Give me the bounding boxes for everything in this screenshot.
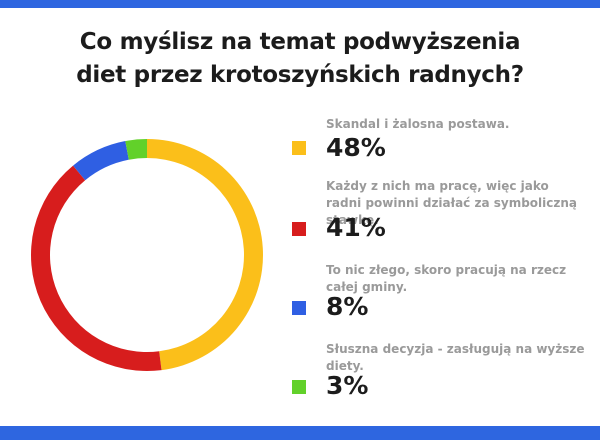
legend-swatch xyxy=(292,222,306,236)
donut-slice xyxy=(147,139,264,371)
chart-title: Co myślisz na temat podwyższenia diet pr… xyxy=(20,26,580,92)
legend-label: Słuszna decyzja - zasługują na wyższe di… xyxy=(326,342,585,373)
legend-value: 8% xyxy=(326,292,369,321)
chart-title-line-2: diet przez krotoszyńskich radnych? xyxy=(76,62,524,88)
chart-title-line-1: Co myślisz na temat podwyższenia xyxy=(79,29,521,55)
bottom-border xyxy=(0,426,600,440)
legend-label: Każdy z nich ma pracę, więc jako radni p… xyxy=(326,179,578,227)
legend-value: 41% xyxy=(326,213,386,242)
donut-slice xyxy=(73,141,129,181)
donut-slice xyxy=(30,165,162,371)
legend-label: Skandal i żalosna postawa. xyxy=(326,117,510,131)
legend-value: 48% xyxy=(326,133,386,162)
legend: Skandal i żalosna postawa. 48% Każdy z n… xyxy=(288,0,588,440)
donut-slice xyxy=(125,139,147,160)
top-border xyxy=(0,0,600,8)
legend-value: 3% xyxy=(326,371,369,400)
legend-swatch xyxy=(292,141,306,155)
legend-swatch xyxy=(292,380,306,394)
legend-swatch xyxy=(292,301,306,315)
legend-label: To nic złego, skoro pracują na rzecz cał… xyxy=(326,263,567,294)
